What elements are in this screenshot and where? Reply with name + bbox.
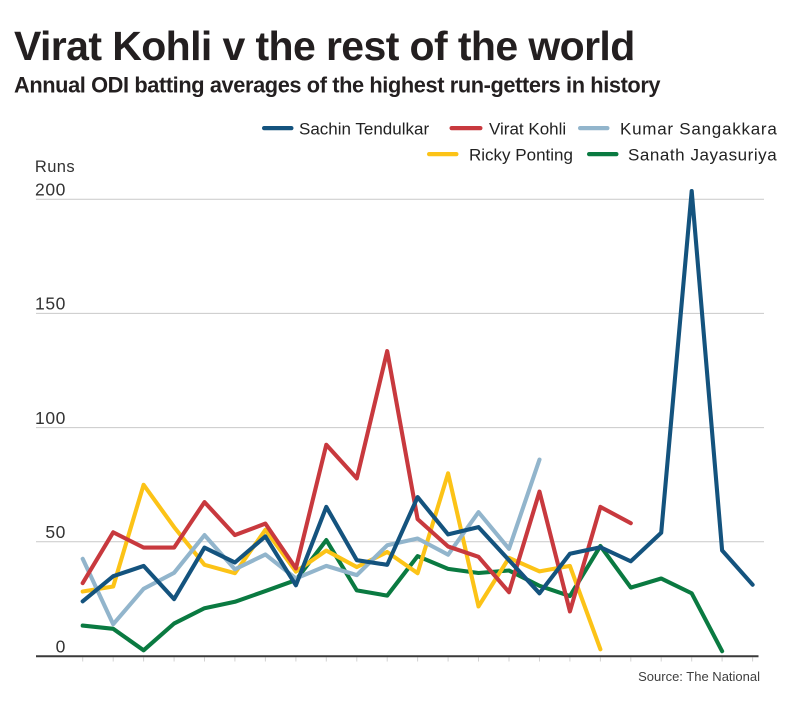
svg-text:Ricky Ponting: Ricky Ponting [469, 146, 573, 165]
svg-text:Annual ODI batting averages of: Annual ODI batting averages of the highe… [14, 73, 660, 98]
svg-text:Sanath Jayasuriya: Sanath Jayasuriya [628, 146, 777, 165]
svg-text:0: 0 [56, 636, 66, 656]
svg-text:200: 200 [35, 180, 66, 200]
svg-text:Runs: Runs [35, 158, 75, 176]
svg-text:Kumar Sangakkara: Kumar Sangakkara [620, 120, 778, 139]
svg-text:Sachin Tendulkar: Sachin Tendulkar [299, 120, 429, 139]
svg-text:50: 50 [45, 522, 66, 542]
svg-text:Source: The National: Source: The National [638, 669, 760, 684]
svg-text:100: 100 [35, 408, 66, 428]
svg-text:Virat Kohli: Virat Kohli [489, 120, 566, 139]
svg-text:150: 150 [35, 294, 66, 314]
svg-text:Virat Kohli v the rest of the: Virat Kohli v the rest of the world [14, 23, 635, 69]
